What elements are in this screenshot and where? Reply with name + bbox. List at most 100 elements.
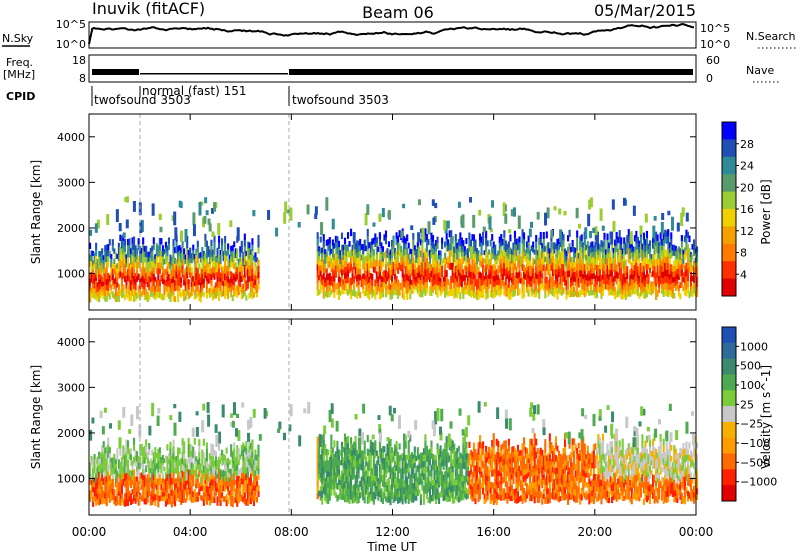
power-echo-cell [425, 245, 429, 253]
power-echo-cell [126, 274, 130, 281]
power-echo-cell [331, 251, 334, 258]
velocity-echo-cell [421, 480, 424, 486]
velocity-echo-cell [230, 444, 233, 451]
power-echo-cell [142, 243, 145, 251]
power-echo-cell [181, 289, 184, 296]
power-echo-cell [662, 290, 665, 298]
power-echo-scatter [287, 209, 291, 214]
power-echo-cell [234, 267, 237, 273]
velocity-echo-cell [448, 472, 451, 479]
power-echo-cell [509, 247, 512, 255]
velocity-echo-cell [249, 491, 252, 499]
power-echo-cell [173, 274, 177, 281]
velocity-echo-cell [319, 463, 322, 469]
power-echo-cell [154, 290, 157, 296]
power-echo-cell [187, 254, 190, 261]
power-echo-cell [217, 268, 221, 276]
power-echo-cell [545, 231, 548, 239]
power-echo-cell [664, 249, 667, 257]
power-echo-cell [533, 292, 536, 298]
power-echo-cell [322, 234, 325, 241]
velocity-echo-cell [254, 454, 257, 461]
power-echo-cell [346, 244, 350, 252]
velocity-echo-cell [180, 499, 183, 505]
velocity-echo-cell [173, 500, 177, 507]
power-echo-cell [105, 255, 108, 262]
velocity-echo-cell [161, 482, 164, 488]
power-echo-cell [651, 237, 655, 244]
power-echo-cell [545, 257, 548, 265]
velocity-echo-cell [231, 467, 234, 474]
velocity-echo-cell [233, 472, 236, 480]
power-echo-cell [331, 256, 334, 264]
power-echo-cell [601, 257, 605, 264]
velocity-echo-cell [353, 447, 356, 455]
power-echo-cell [500, 234, 503, 241]
velocity-echo-cell [129, 459, 133, 466]
nsearch-tick-bottom: 10^0 [700, 38, 730, 51]
power-echo-cell [661, 271, 664, 278]
power-echo-cell [92, 292, 95, 298]
power-echo-cell [579, 242, 582, 250]
velocity-echo-cell [93, 454, 96, 460]
velocity-echo-cell [146, 496, 149, 503]
power-echo-cell [404, 282, 407, 289]
power-echo-cell [325, 239, 328, 246]
power-echo-cell [177, 290, 180, 297]
power-colorbar-swatch [722, 278, 736, 297]
power-echo-cell [214, 292, 218, 299]
power-echo-scatter [151, 203, 155, 216]
velocity-echo-cell [166, 498, 169, 505]
power-echo-cell [427, 250, 430, 257]
power-echo-cell [415, 253, 418, 259]
velocity-echo-cell [213, 449, 216, 456]
power-echo-cell [623, 249, 626, 256]
power-echo-cell [350, 228, 353, 237]
power-echo-cell [151, 265, 154, 272]
velocity-echo-cell [340, 482, 344, 489]
power-echo-cell [160, 238, 163, 245]
power-echo-cell [489, 264, 492, 272]
velocity-echo-cell [383, 469, 386, 476]
power-echo-cell [683, 265, 686, 272]
power-echo-cell [167, 280, 171, 287]
velocity-echo-cell [380, 488, 383, 496]
velocity-echo-cell [422, 473, 425, 480]
power-echo-cell [521, 277, 524, 285]
power-echo-cell [642, 265, 646, 273]
velocity-echo-cell [333, 440, 336, 448]
power-echo-cell [589, 242, 592, 248]
power-echo-cell [325, 285, 328, 292]
power-echo-cell [245, 285, 248, 291]
velocity-echo-cell [164, 494, 167, 502]
power-echo-cell [219, 254, 222, 260]
power-echo-cell [556, 238, 559, 246]
velocity-echo-cell [401, 493, 404, 500]
power-echo-cell [104, 250, 107, 257]
power-echo-cell [237, 274, 240, 280]
power-echo-cell [503, 236, 506, 244]
power-echo-cell [535, 290, 538, 298]
velocity-echo-cell [333, 467, 336, 475]
power-echo-cell [96, 259, 99, 265]
power-echo-cell [674, 245, 677, 252]
nsearch-tick-top: 10^5 [700, 22, 730, 35]
velocity-echo-cell [204, 492, 207, 497]
velocity-echo-cell [102, 447, 105, 454]
power-echo-cell [494, 281, 497, 287]
velocity-echo-cell [117, 477, 120, 483]
velocity-echo-cell [99, 498, 102, 505]
velocity-echo-cell [412, 459, 415, 465]
power-echo-cell [445, 245, 448, 252]
velocity-echo-cell [428, 481, 432, 488]
power-echo-cell [580, 264, 583, 271]
velocity-echo-cell [328, 471, 331, 477]
power-echo-cell [656, 265, 659, 272]
power-echo-cell [477, 272, 480, 278]
power-echo-cell [614, 275, 617, 282]
power-echo-cell [556, 263, 559, 270]
velocity-echo-cell [98, 471, 101, 479]
velocity-echo-cell [368, 481, 371, 488]
power-echo-cell [248, 247, 251, 254]
power-echo-cell [671, 244, 674, 251]
